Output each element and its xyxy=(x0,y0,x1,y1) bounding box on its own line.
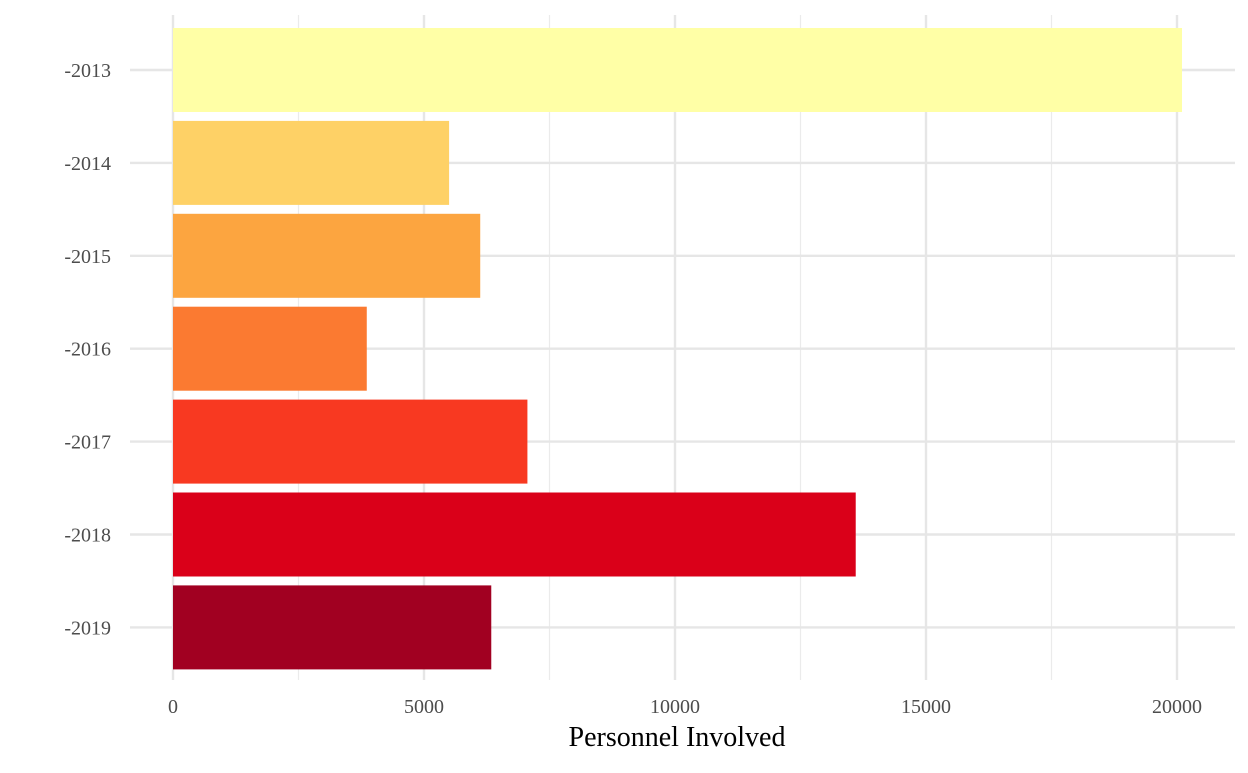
bar-2016 xyxy=(173,306,367,391)
y-tick-label: -2019 xyxy=(64,617,111,639)
y-tick-label: -2013 xyxy=(64,60,111,82)
y-tick-label: -2018 xyxy=(64,525,111,547)
bars-layer xyxy=(173,28,1183,670)
bar-2019 xyxy=(173,585,492,670)
x-tick-label: 10000 xyxy=(650,696,700,718)
y-tick-label: -2015 xyxy=(64,246,111,268)
x-tick-label: 15000 xyxy=(901,696,951,718)
bar-2014 xyxy=(173,120,450,205)
bar-2013 xyxy=(173,28,1183,112)
x-tick-label: 0 xyxy=(168,696,178,718)
bar-2017 xyxy=(173,399,528,484)
y-tick-label: -2016 xyxy=(64,339,111,361)
x-axis-title: Personnel Involved xyxy=(569,722,786,753)
y-tick-label: -2017 xyxy=(64,432,111,454)
bar-2015 xyxy=(173,213,481,298)
x-tick-label: 20000 xyxy=(1152,696,1202,718)
y-tick-labels: -2013 -2014 -2015 -2016 -2017 -2018 -2019 xyxy=(64,60,111,639)
x-tick-label: 5000 xyxy=(404,696,444,718)
y-tick-label: -2014 xyxy=(64,153,111,175)
x-tick-labels: 0 5000 10000 15000 20000 xyxy=(168,696,1202,718)
bar-2018 xyxy=(173,492,856,577)
